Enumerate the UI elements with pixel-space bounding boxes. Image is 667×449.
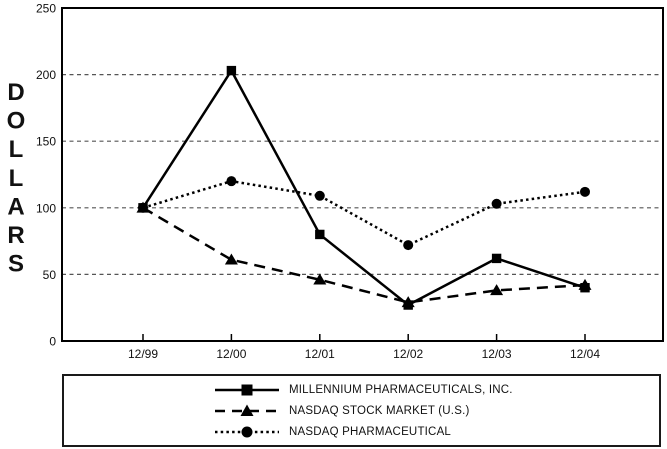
data-point-circle-marker bbox=[314, 190, 325, 201]
series-line-square bbox=[141, 68, 586, 307]
legend-label-millennium: MILLENNIUM PHARMACEUTICALS, INC. bbox=[289, 383, 513, 396]
x-axis-tick-label: 12/99 bbox=[128, 347, 158, 361]
legend-item-millennium: MILLENNIUM PHARMACEUTICALS, INC. bbox=[214, 379, 659, 400]
data-point-circle-marker bbox=[403, 240, 414, 251]
y-axis-tick-label: 50 bbox=[43, 268, 57, 282]
solid-line-square-marker-icon bbox=[215, 384, 279, 395]
legend-item-nasdaq-pharmaceutical: NASDAQ PHARMACEUTICAL bbox=[214, 421, 659, 442]
legend-label-nasdaq-stock-market: NASDAQ STOCK MARKET (U.S.) bbox=[289, 404, 470, 417]
dashed-line-triangle-marker-icon bbox=[215, 404, 279, 416]
x-axis-tick-label: 12/01 bbox=[305, 347, 335, 361]
data-point-square-marker bbox=[403, 300, 413, 310]
y-axis-tick-label: 150 bbox=[36, 135, 56, 149]
data-point-square-marker bbox=[580, 283, 590, 293]
dotted-line-circle-marker-icon bbox=[215, 426, 279, 437]
data-point-triangle-marker bbox=[313, 273, 327, 285]
data-point-square-marker bbox=[491, 253, 502, 264]
y-axis-title-letter: D bbox=[7, 79, 24, 106]
legend-label-nasdaq-pharmaceutical: NASDAQ PHARMACEUTICAL bbox=[289, 425, 452, 438]
series-line-circle bbox=[142, 179, 586, 247]
x-axis-tick-label: 12/00 bbox=[216, 347, 246, 361]
y-axis-tick-label: 250 bbox=[36, 2, 56, 16]
plot-border bbox=[61, 7, 664, 342]
y-axis-tick-label: 100 bbox=[36, 201, 56, 215]
data-point-triangle-marker bbox=[490, 284, 504, 296]
y-axis-title-letter: L bbox=[9, 165, 24, 192]
x-axis-tick-label: 12/04 bbox=[570, 347, 600, 361]
data-point-square-marker bbox=[138, 203, 148, 213]
data-point-square-marker bbox=[315, 229, 325, 240]
series-line-triangle bbox=[142, 206, 586, 304]
y-axis-title-letter: A bbox=[7, 193, 24, 220]
data-point-circle-marker bbox=[580, 186, 590, 197]
x-axis-tick-label: 12/03 bbox=[482, 347, 512, 361]
legend: MILLENNIUM PHARMACEUTICALS, INC. NASDAQ … bbox=[62, 374, 661, 447]
y-axis-title-letter: O bbox=[7, 108, 26, 135]
y-axis-tick-label: 0 bbox=[49, 335, 56, 349]
data-point-circle-marker bbox=[491, 198, 502, 209]
data-point-triangle-marker bbox=[224, 253, 238, 265]
x-axis-tick-label: 12/02 bbox=[393, 347, 423, 361]
y-axis-title-letter: S bbox=[8, 251, 24, 278]
data-point-square-marker bbox=[226, 65, 237, 76]
y-axis-tick-label: 200 bbox=[36, 68, 56, 82]
y-axis-title-letter: R bbox=[7, 222, 24, 249]
data-point-circle-marker bbox=[226, 176, 237, 187]
line-chart-plot: 0 50 100 150 200 250 12/99 12/00 12/01 12/02 12/03… bbox=[7, 2, 664, 361]
y-axis-title-letter: L bbox=[9, 136, 24, 163]
legend-item-nasdaq-stock-market: NASDAQ STOCK MARKET (U.S.) bbox=[214, 400, 659, 421]
